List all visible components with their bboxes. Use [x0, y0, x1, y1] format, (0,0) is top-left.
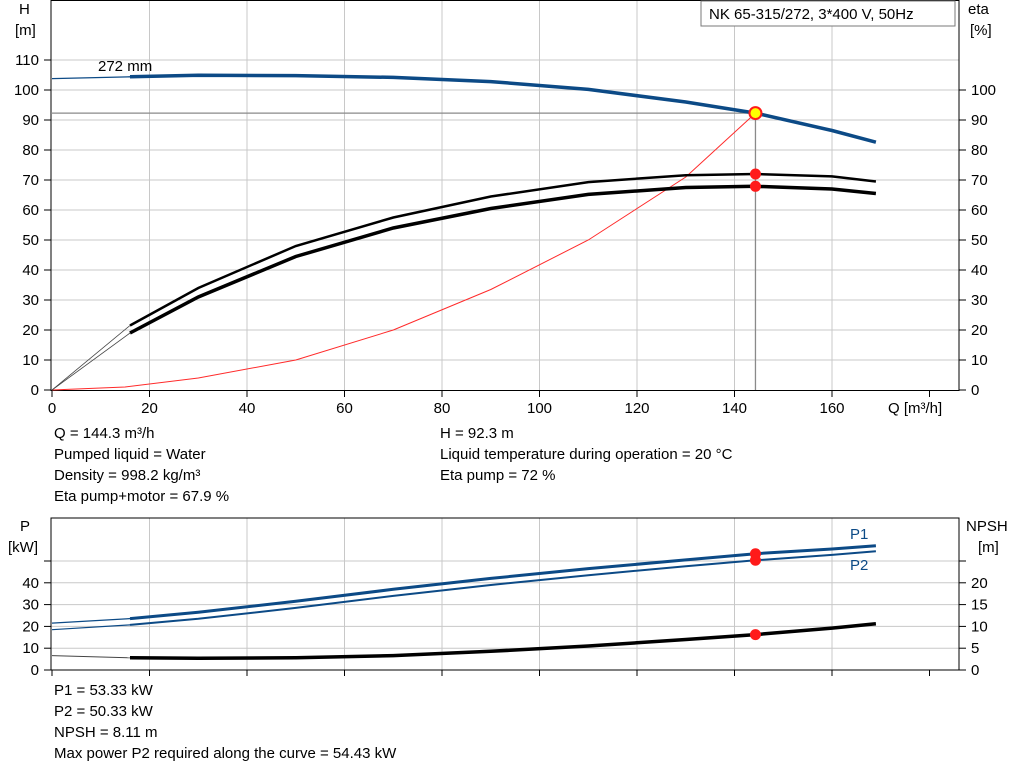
eta-pump-readout: Eta pump = 72 %: [440, 467, 556, 484]
power-tick-label: 0: [31, 662, 39, 679]
power-chart-axes: 0 10 20 30 40 0 5 10 15 20: [22, 517, 988, 679]
eta-tick-label: 90: [971, 112, 988, 129]
p2-curve-extension: [51, 624, 131, 631]
eta-tick-label: 20: [971, 322, 988, 339]
npsh-tick-label: 0: [971, 662, 979, 679]
head-tick-label: 30: [22, 292, 39, 309]
head-tick-label: 90: [22, 112, 39, 129]
power-chart-labels: P [kW] NPSH [m] P1 P2: [8, 518, 1008, 574]
power-axis-label-p: P: [20, 518, 30, 535]
q-tick-label: 80: [434, 400, 451, 417]
top-chart-axes: 0 10 20 30 40 50 60 70 80 90 100 110 0 10 20 30 40 50 60 70…: [14, 0, 996, 417]
head-tick-label: 40: [22, 262, 39, 279]
eta-tick-label: 40: [971, 262, 988, 279]
top-chart-labels: H [m] eta [%] Q [m³/h] 272 mm: [15, 1, 992, 417]
eta-pump-curve: [129, 172, 877, 327]
head-tick-label: 100: [14, 82, 39, 99]
eta-total-duty-marker: [749, 180, 761, 192]
p1-series-label: P1: [850, 526, 868, 543]
head-tick-label: 70: [22, 172, 39, 189]
q-tick-label: 60: [336, 400, 353, 417]
eta-total-extension: [51, 332, 131, 391]
eta-pump-duty-marker: [749, 168, 761, 180]
impeller-diameter-label: 272 mm: [98, 58, 152, 75]
p1-readout: P1 = 53.33 kW: [54, 682, 153, 699]
head-tick-label: 20: [22, 322, 39, 339]
power-info: P1 = 53.33 kW P2 = 50.33 kW NPSH = 8.11 …: [54, 680, 396, 764]
p2-readout: P2 = 50.33 kW: [54, 703, 153, 720]
head-axis-label-h: H: [19, 1, 30, 18]
head-tick-label: 60: [22, 202, 39, 219]
power-axis-label-unit: [kW]: [8, 539, 38, 556]
power-chart-curves: [51, 544, 877, 660]
system-curve: [51, 112, 756, 391]
npsh-curve: [129, 622, 877, 660]
head-tick-label: 50: [22, 232, 39, 249]
power-tick-label: 30: [22, 597, 39, 614]
p1-curve: [129, 544, 877, 621]
pumped-liquid-readout: Pumped liquid = Water: [54, 446, 206, 463]
power-tick-label: 10: [22, 640, 39, 657]
head-curve: [129, 73, 877, 144]
eta-tick-label: 80: [971, 142, 988, 159]
density-readout: Density = 998.2 kg/m³: [54, 467, 201, 484]
q-tick-label: 160: [819, 400, 844, 417]
npsh-readout: NPSH = 8.11 m: [54, 724, 158, 741]
top-plot-frame: [50, 0, 960, 391]
eta-tick-label: 100: [971, 82, 996, 99]
duty-info-col1: Q = 144.3 m³/h Pumped liquid = Water Den…: [54, 423, 229, 507]
p2-duty-marker: [749, 554, 761, 566]
eta-total-curve: [129, 184, 877, 335]
head-tick-label: 110: [15, 52, 39, 69]
head-readout: H = 92.3 m: [440, 425, 514, 442]
q-tick-label: 120: [624, 400, 649, 417]
head-duty-marker: [748, 106, 763, 121]
eta-tick-label: 60: [971, 202, 988, 219]
power-chart-grid: [51, 518, 959, 670]
eta-axis-label: eta: [968, 1, 990, 18]
eta-tick-label: 10: [971, 352, 988, 369]
npsh-tick-label: 5: [971, 640, 979, 657]
head-tick-label: 10: [22, 352, 39, 369]
top-chart-curves: [51, 73, 877, 391]
power-tick-label: 40: [22, 575, 39, 592]
flow-readout: Q = 144.3 m³/h: [54, 425, 155, 442]
eta-tick-label: 70: [971, 172, 988, 189]
q-tick-label: 40: [239, 400, 256, 417]
eta-total-readout: Eta pump+motor = 67.9 %: [54, 488, 230, 505]
head-curve-extension: [51, 76, 131, 80]
duty-info-col2: H = 92.3 m Liquid temperature during ope…: [440, 423, 732, 486]
p2-curve: [129, 550, 876, 626]
p2-series-label: P2: [850, 557, 868, 574]
max-p2-readout: Max power P2 required along the curve = …: [54, 745, 397, 762]
eta-tick-label: 50: [971, 232, 988, 249]
npsh-duty-marker: [749, 629, 761, 641]
npsh-tick-label: 20: [971, 575, 988, 592]
power-tick-label: 20: [22, 618, 39, 635]
power-plot-frame: [50, 517, 960, 671]
npsh-curve-extension: [51, 655, 131, 659]
p1-curve-extension: [51, 618, 131, 624]
npsh-axis-label-unit: [m]: [978, 539, 999, 556]
q-tick-label: 0: [48, 400, 56, 417]
eta-tick-label: 30: [971, 292, 988, 309]
q-tick-label: 20: [141, 400, 158, 417]
npsh-tick-label: 10: [971, 618, 988, 635]
head-tick-label: 80: [22, 142, 39, 159]
top-chart-grid: [51, 0, 959, 390]
liquid-temperature-readout: Liquid temperature during operation = 20…: [440, 446, 733, 463]
q-tick-label: 140: [722, 400, 747, 417]
npsh-tick-label: 15: [971, 597, 988, 614]
q-tick-label: 100: [527, 400, 552, 417]
pump-model-title-box: NK 65-315/272, 3*400 V, 50Hz: [700, 0, 956, 27]
q-axis-label: Q [m³/h]: [888, 400, 942, 417]
npsh-axis-label: NPSH: [966, 518, 1008, 535]
eta-tick-label: 0: [971, 382, 979, 399]
head-tick-label: 0: [31, 382, 39, 399]
head-axis-label-unit: [m]: [15, 22, 36, 39]
eta-axis-label-unit: [%]: [970, 22, 992, 39]
eta-pump-extension: [51, 325, 131, 391]
pump-model-title: NK 65-315/272, 3*400 V, 50Hz: [709, 6, 914, 23]
